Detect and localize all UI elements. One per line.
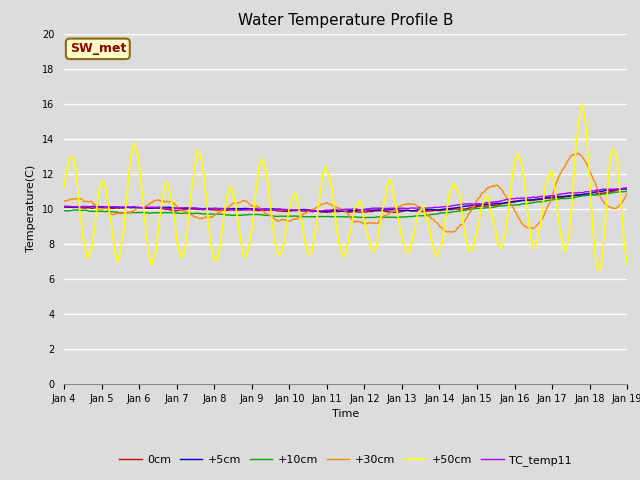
TC_temp11 — [70, 204, 78, 210]
+50cm — [431, 249, 438, 255]
+50cm — [60, 185, 68, 191]
+10cm — [128, 210, 136, 216]
+10cm — [623, 189, 631, 194]
+50cm — [596, 266, 604, 272]
0cm — [344, 210, 351, 216]
+5cm — [186, 205, 193, 211]
TC_temp11 — [128, 204, 136, 210]
+50cm — [186, 207, 193, 213]
+10cm — [70, 207, 78, 213]
+5cm — [215, 206, 223, 212]
TC_temp11 — [60, 203, 68, 209]
0cm — [186, 206, 193, 212]
+10cm — [623, 189, 630, 194]
Line: TC_temp11: TC_temp11 — [64, 188, 627, 211]
+30cm — [623, 190, 631, 196]
TC_temp11 — [431, 204, 439, 210]
Text: SW_met: SW_met — [70, 42, 126, 55]
+50cm — [128, 147, 136, 153]
+5cm — [415, 207, 422, 213]
TC_temp11 — [215, 205, 223, 211]
+30cm — [575, 150, 582, 156]
+30cm — [186, 210, 193, 216]
+10cm — [361, 215, 369, 221]
TC_temp11 — [316, 208, 323, 214]
Line: +10cm: +10cm — [64, 192, 627, 218]
Line: +50cm: +50cm — [64, 106, 627, 269]
+50cm — [579, 103, 586, 108]
TC_temp11 — [415, 205, 422, 211]
+30cm — [431, 218, 438, 224]
0cm — [431, 207, 439, 213]
+30cm — [447, 229, 455, 235]
Line: 0cm: 0cm — [64, 189, 627, 213]
+30cm — [215, 209, 223, 215]
0cm — [128, 204, 136, 210]
+5cm — [623, 185, 631, 191]
+5cm — [128, 204, 136, 210]
+10cm — [60, 208, 68, 214]
+10cm — [415, 213, 422, 218]
+5cm — [70, 204, 78, 210]
+5cm — [319, 209, 326, 215]
+30cm — [414, 204, 422, 209]
Line: +5cm: +5cm — [64, 188, 627, 212]
0cm — [415, 209, 422, 215]
TC_temp11 — [623, 185, 631, 191]
+5cm — [60, 204, 68, 210]
TC_temp11 — [186, 205, 193, 211]
Y-axis label: Temperature(C): Temperature(C) — [26, 165, 36, 252]
0cm — [623, 186, 631, 192]
0cm — [215, 207, 223, 213]
+50cm — [414, 211, 422, 216]
0cm — [622, 186, 630, 192]
Title: Water Temperature Profile B: Water Temperature Profile B — [238, 13, 453, 28]
+50cm — [70, 158, 78, 164]
+10cm — [431, 211, 439, 217]
Legend: 0cm, +5cm, +10cm, +30cm, +50cm, TC_temp11: 0cm, +5cm, +10cm, +30cm, +50cm, TC_temp1… — [115, 451, 576, 471]
+5cm — [431, 207, 439, 213]
+10cm — [215, 211, 223, 217]
Line: +30cm: +30cm — [64, 153, 627, 232]
0cm — [60, 204, 68, 210]
+10cm — [186, 210, 193, 216]
+30cm — [70, 196, 78, 202]
+30cm — [128, 208, 136, 214]
0cm — [70, 204, 78, 210]
+50cm — [215, 248, 223, 254]
+30cm — [60, 199, 68, 204]
X-axis label: Time: Time — [332, 409, 359, 419]
+50cm — [623, 261, 631, 267]
